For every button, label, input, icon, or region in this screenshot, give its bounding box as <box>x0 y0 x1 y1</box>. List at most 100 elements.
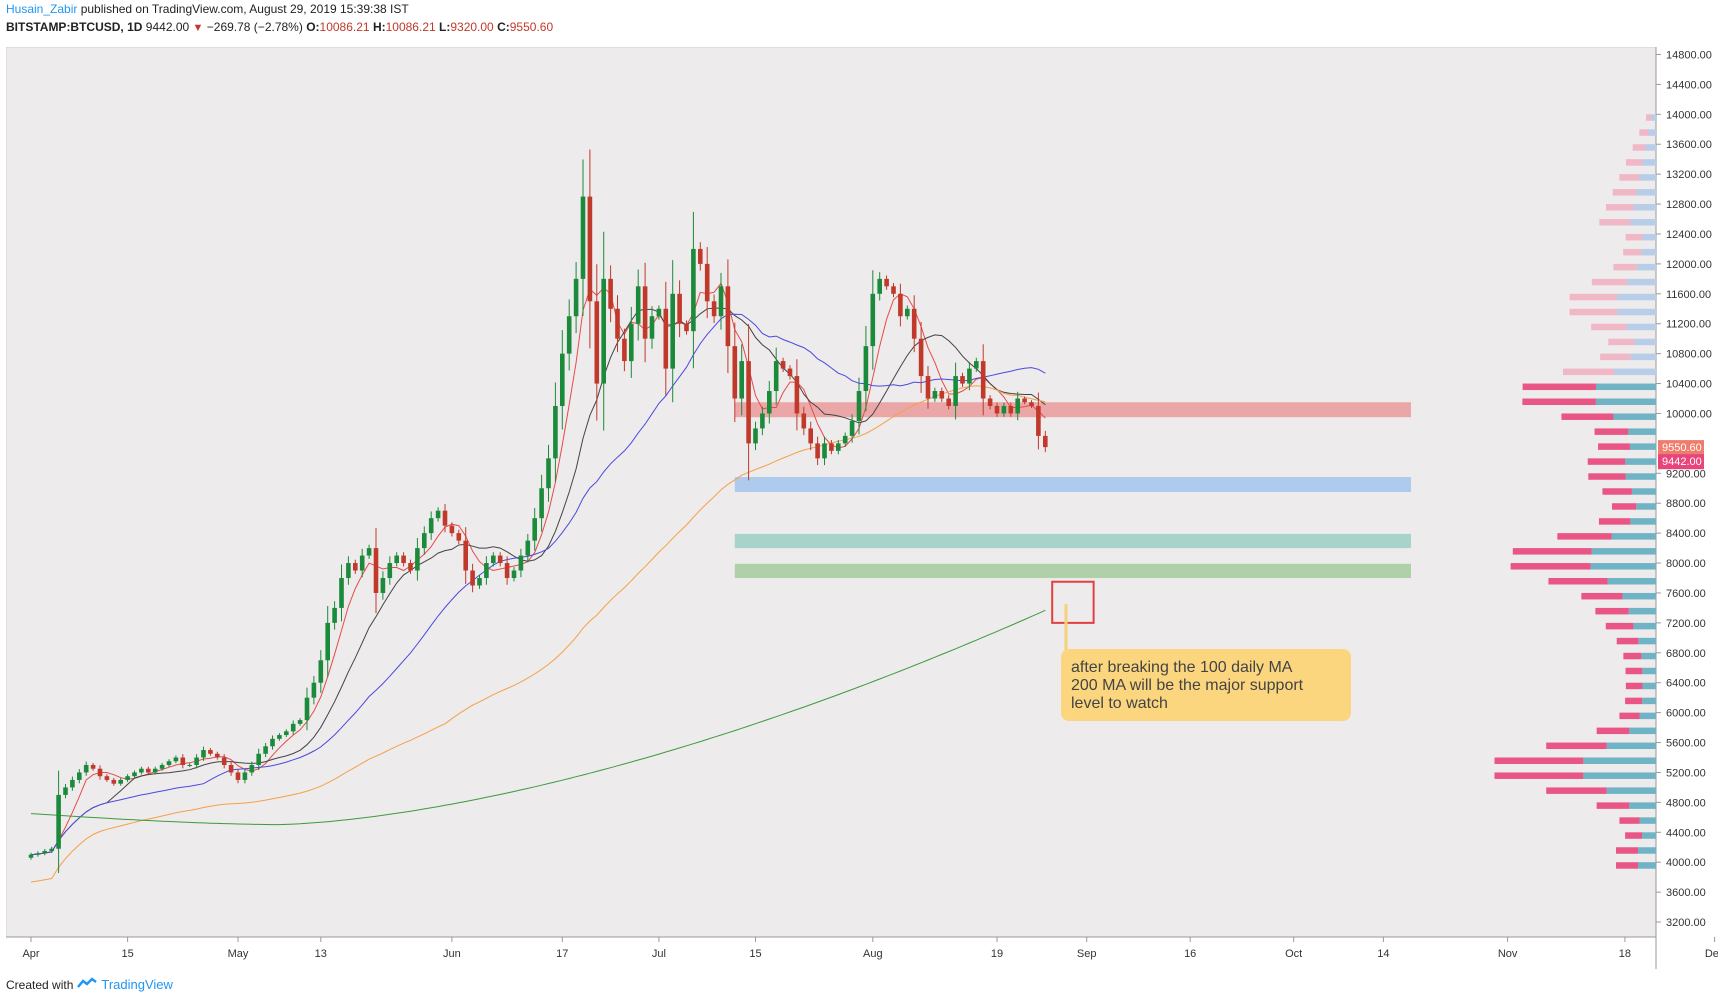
candle-body <box>215 753 220 758</box>
candle-body <box>532 518 537 541</box>
candle-body <box>194 757 199 765</box>
price-chart[interactable]: 14800.00 14400.00 14000.00 13600.00 13200.00… <box>5 46 1722 969</box>
candle-body <box>601 278 606 384</box>
callout-line-2: 200 MA will be the major support <box>1071 677 1304 694</box>
profile-bar-up <box>1627 278 1656 286</box>
candle-body <box>773 361 779 392</box>
last-price-badge-text: 9442.00 <box>1662 456 1702 468</box>
candle-body <box>104 776 110 780</box>
open-label: O: <box>306 20 320 34</box>
candle-body <box>304 697 310 721</box>
y-tick-label: 14400.00 <box>1666 79 1712 91</box>
y-tick-label: 14000.00 <box>1666 109 1712 121</box>
y-tick-label: 8800.00 <box>1666 498 1706 510</box>
candle-body <box>739 361 744 399</box>
profile-bar-down <box>1587 458 1626 465</box>
profile-bar-up <box>1638 847 1656 854</box>
candle-body <box>152 768 158 773</box>
candle-body <box>56 794 61 849</box>
x-tick-label: 15 <box>121 948 133 960</box>
candle-body <box>256 753 261 765</box>
profile-bar-down <box>1600 353 1631 361</box>
profile-bar-up <box>1641 248 1656 256</box>
x-tick-label: Sep <box>1077 948 1097 960</box>
profile-bar-up <box>1636 189 1656 196</box>
profile-bar-down <box>1626 159 1643 166</box>
candle-body <box>90 764 96 769</box>
candle-body <box>725 286 731 347</box>
profile-bar-up <box>1648 129 1656 136</box>
profile-bar-down <box>1608 338 1635 346</box>
y-tick-label: 13600.00 <box>1666 139 1712 151</box>
candle-body <box>849 420 855 436</box>
candle-body <box>387 563 393 579</box>
profile-bar-up <box>1639 174 1656 181</box>
candle-body <box>1043 435 1048 448</box>
candle-body <box>373 548 379 593</box>
highlight-box[interactable] <box>1051 580 1095 624</box>
profile-bar-up <box>1629 443 1656 450</box>
profile-bar-up <box>1613 413 1656 420</box>
chart-area[interactable]: 14800.00 14400.00 14000.00 13600.00 13200.00… <box>5 46 1722 969</box>
candle-body <box>767 391 772 414</box>
candle-body <box>815 443 820 459</box>
candle-body <box>566 316 572 354</box>
close-label: C: <box>497 20 510 34</box>
y-tick-label: 13200.00 <box>1666 169 1712 181</box>
profile-bar-up <box>1642 697 1656 705</box>
candle-body <box>311 682 317 698</box>
profile-bar-down <box>1581 592 1623 600</box>
profile-bar-down <box>1494 772 1584 779</box>
profile-bar-up <box>1636 263 1656 271</box>
candle-body <box>642 286 648 339</box>
candle-body <box>1008 405 1014 414</box>
author-link[interactable]: Husain_Zabir <box>6 2 78 16</box>
high-value: 10086.21 <box>385 20 436 34</box>
candle-body <box>1015 398 1020 414</box>
y-tick-label: 8400.00 <box>1666 528 1706 540</box>
candle-body <box>801 413 807 429</box>
tradingview-brand[interactable]: TradingView <box>101 977 173 992</box>
profile-bar-up <box>1595 383 1656 391</box>
candle-body <box>422 533 427 549</box>
ma-26-line <box>30 313 1046 856</box>
candle-body <box>608 278 613 309</box>
ma-5-line <box>30 282 1046 856</box>
candle-body <box>35 853 41 855</box>
profile-bar-down <box>1591 278 1628 286</box>
candle-body <box>477 578 482 586</box>
candle-body <box>401 555 406 564</box>
candle-body <box>242 772 248 780</box>
profile-bar-down <box>1606 204 1634 211</box>
profile-bar-up <box>1642 682 1656 690</box>
candle-body <box>159 764 165 769</box>
symbol-label: BITSTAMP:BTCUSD, 1D <box>6 20 143 34</box>
candle-body <box>525 540 531 556</box>
tradingview-logo-icon[interactable] <box>77 977 98 992</box>
profile-bar-up <box>1639 712 1656 720</box>
candle-body <box>704 263 710 302</box>
profile-bar-down <box>1623 248 1642 256</box>
profile-bar-down <box>1625 667 1643 675</box>
profile-bar-up <box>1629 727 1656 735</box>
callout-box[interactable] <box>1061 649 1351 721</box>
close-value: 9550.60 <box>509 20 554 34</box>
profile-bar-down <box>1639 129 1649 136</box>
annotation[interactable]: after breaking the 100 daily MA 200 MA w… <box>1051 580 1351 721</box>
profile-bar-up <box>1628 607 1656 615</box>
candle-body <box>573 278 579 317</box>
candle-body <box>180 757 186 765</box>
x-tick-label: 16 <box>1184 948 1196 960</box>
price-badges: 9550.60 9442.00 <box>1658 440 1704 470</box>
profile-bar-down <box>1569 293 1618 301</box>
x-tick-label: 19 <box>991 948 1003 960</box>
zone-band <box>734 533 1411 549</box>
candle-body <box>146 768 151 773</box>
candle-body <box>1001 405 1007 414</box>
profile-bar-down <box>1591 323 1627 331</box>
candle-body <box>974 361 979 369</box>
axis-background <box>1656 47 1718 969</box>
candle-body <box>332 607 337 623</box>
profile-bar-down <box>1522 398 1596 405</box>
x-tick-label: Oct <box>1285 948 1302 960</box>
